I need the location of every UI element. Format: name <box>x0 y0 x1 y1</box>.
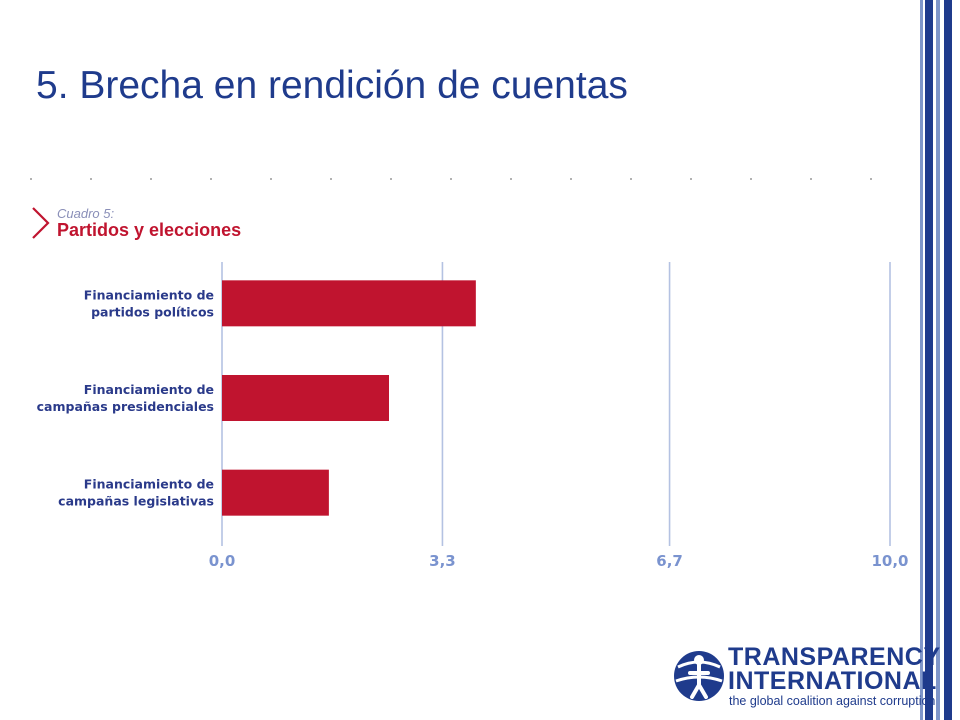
logo-line1: TRANSPARENCY <box>728 643 941 671</box>
tick-label: 6,7 <box>656 552 683 570</box>
category-label: Financiamiento de <box>84 477 214 492</box>
bar <box>222 469 329 516</box>
bar-chart: 0,0 3,3 6,7 10,0 Financiamiento de partidos p… <box>37 262 909 570</box>
category-label: Financiamiento de <box>84 287 214 302</box>
category-label: campañas legislativas <box>58 494 214 509</box>
chart-subtitle: Cuadro 5: <box>57 206 115 221</box>
stripe-dark <box>925 0 933 720</box>
transparency-international-logo: TRANSPARENCY INTERNATIONAL the global co… <box>672 641 940 711</box>
tick-label: 3,3 <box>429 552 456 570</box>
logo-line2: INTERNATIONAL <box>728 667 937 695</box>
tick-label: 0,0 <box>209 552 236 570</box>
globe-figure-icon <box>674 651 724 701</box>
category-label: Financiamiento de <box>84 382 214 397</box>
logo-tagline: the global coalition against corruption <box>729 694 936 708</box>
category-label: campañas presidenciales <box>37 399 214 414</box>
tick-label: 10,0 <box>871 552 908 570</box>
stripe-light <box>920 0 923 720</box>
slide-title: 5. Brecha en rendición de cuentas <box>36 64 628 107</box>
bar <box>222 280 476 327</box>
stripe-light <box>936 0 940 720</box>
decorative-stripes <box>920 0 960 720</box>
bar <box>222 375 389 421</box>
chart-title: Partidos y elecciones <box>57 220 242 240</box>
category-label: partidos políticos <box>91 304 214 319</box>
chevron-right-icon <box>32 207 50 239</box>
scan-artifact-line <box>30 178 910 180</box>
stripe-dark <box>944 0 952 720</box>
